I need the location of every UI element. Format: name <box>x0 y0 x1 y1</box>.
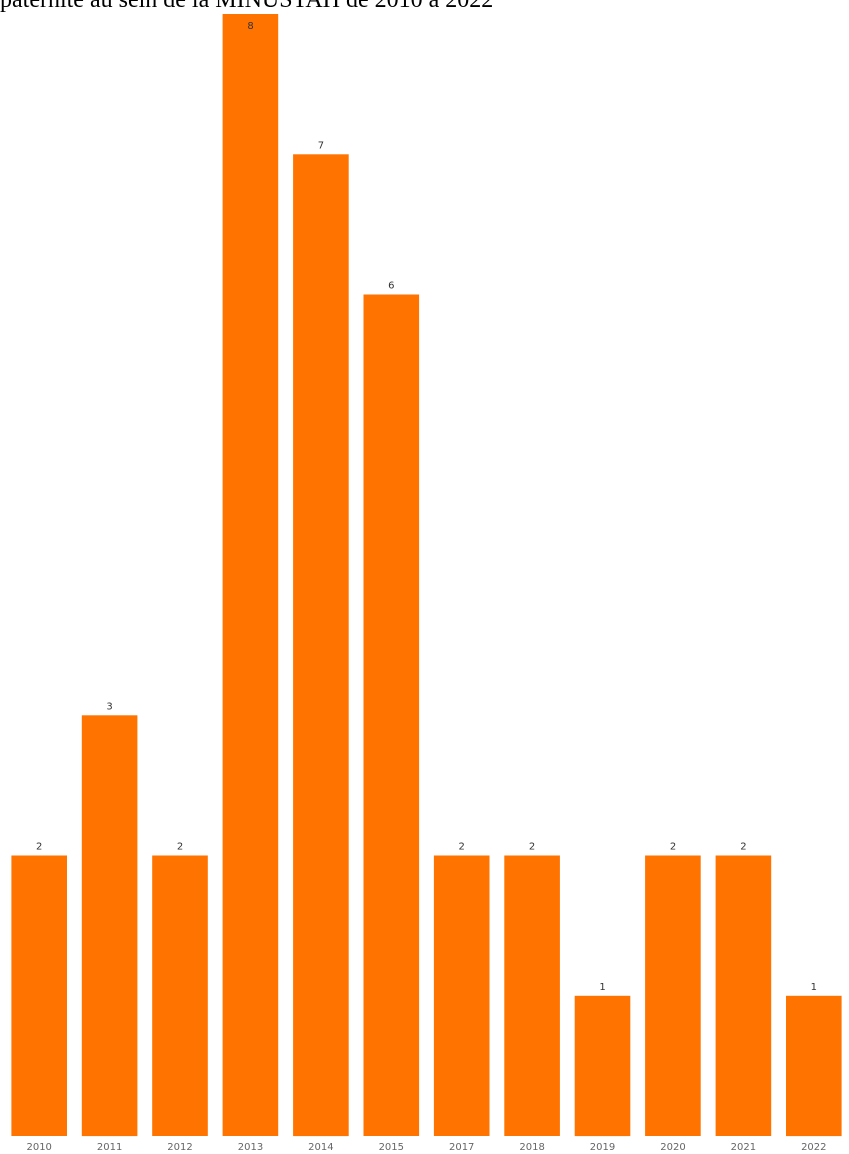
x-tick-label-2018: 2018 <box>519 1142 544 1153</box>
x-tick-label-2020: 2020 <box>660 1142 685 1153</box>
bar-2020[interactable] <box>645 855 701 1137</box>
bar-2021[interactable] <box>715 855 772 1137</box>
bar-2019[interactable] <box>574 995 631 1137</box>
data-label-2020: 2 <box>670 842 676 853</box>
x-tick-label-2010: 2010 <box>26 1142 51 1153</box>
chart-title: paternité au sein de la MINUSTAH de 2010… <box>0 0 494 13</box>
bar-2011[interactable] <box>81 715 138 1137</box>
bar-2013[interactable] <box>222 14 279 1136</box>
data-label-2019: 1 <box>599 982 605 993</box>
bar-2012[interactable] <box>152 855 208 1137</box>
data-label-2011: 3 <box>106 701 112 712</box>
data-label-2010: 2 <box>36 842 42 853</box>
x-tick-label-2013: 2013 <box>238 1142 263 1153</box>
x-tick-label-2019: 2019 <box>590 1142 615 1153</box>
data-label-2021: 2 <box>740 842 746 853</box>
data-label-2018: 2 <box>529 842 535 853</box>
x-tick-label-2021: 2021 <box>731 1142 756 1153</box>
x-tick-label-2015: 2015 <box>379 1142 404 1153</box>
bar-2018[interactable] <box>504 855 560 1137</box>
x-tick-label-2012: 2012 <box>167 1142 192 1153</box>
bar-2022[interactable] <box>786 995 842 1137</box>
bar-2015[interactable] <box>363 294 420 1137</box>
x-tick-label-2022: 2022 <box>801 1142 826 1153</box>
data-label-2012: 2 <box>177 842 183 853</box>
x-tick-label-2011: 2011 <box>97 1142 122 1153</box>
x-tick-label-2017: 2017 <box>449 1142 474 1153</box>
data-label-2017: 2 <box>459 842 465 853</box>
x-tick-label-2014: 2014 <box>308 1142 333 1153</box>
data-label-2013: 8 <box>247 21 253 32</box>
data-label-2022: 1 <box>811 982 817 993</box>
bar-2017[interactable] <box>433 855 490 1137</box>
bar-2010[interactable] <box>11 855 67 1137</box>
data-label-2015: 6 <box>388 281 394 292</box>
bar-2014[interactable] <box>293 154 349 1137</box>
data-label-2014: 7 <box>318 140 324 151</box>
